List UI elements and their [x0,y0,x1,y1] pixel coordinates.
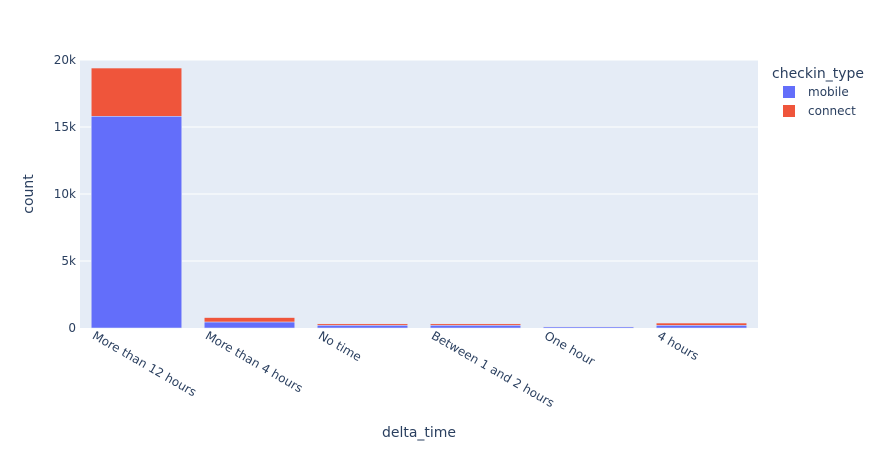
y-tick-label: 20k [54,53,76,67]
bar-connect[interactable] [204,317,295,323]
x-tick-label: One hour [542,328,597,368]
bar-mobile[interactable] [204,321,295,329]
x-tick-label: 4 hours [655,328,701,363]
bar-connect[interactable] [91,67,182,117]
y-tick-label: 0 [68,321,76,335]
x-tick-label: Between 1 and 2 hours [429,328,557,410]
legend-label-mobile[interactable]: mobile [808,85,849,99]
y-tick-label: 10k [54,187,76,201]
legend-title: checkin_type [772,66,864,82]
y-axis-title: count [21,174,37,214]
bar-connect[interactable] [656,322,747,326]
x-tick-label: No time [316,328,364,364]
bar-connect[interactable] [430,323,521,326]
x-axis-title: delta_time [382,425,456,441]
x-tick-label: More than 12 hours [90,328,199,399]
bar-mobile[interactable] [430,325,521,329]
legend-label-connect[interactable]: connect [808,104,856,118]
bar-mobile[interactable] [91,116,182,329]
bar-connect[interactable] [317,323,408,326]
y-tick-label: 5k [61,254,76,268]
x-axis-ticks: More than 12 hours More than 4 hours No ti… [90,328,701,410]
y-axis-ticks: 0 5k 10k 15k 20k [54,53,76,335]
legend-swatch-mobile[interactable] [783,86,795,98]
legend-swatch-connect[interactable] [783,105,795,117]
bars-group [91,67,747,329]
legend: checkin_type mobile connect [772,66,864,118]
bar-mobile[interactable] [656,325,747,329]
bar-mobile[interactable] [317,325,408,329]
grid-lines [80,59,758,262]
x-tick-label: More than 4 hours [203,328,305,395]
y-tick-label: 15k [54,120,76,134]
